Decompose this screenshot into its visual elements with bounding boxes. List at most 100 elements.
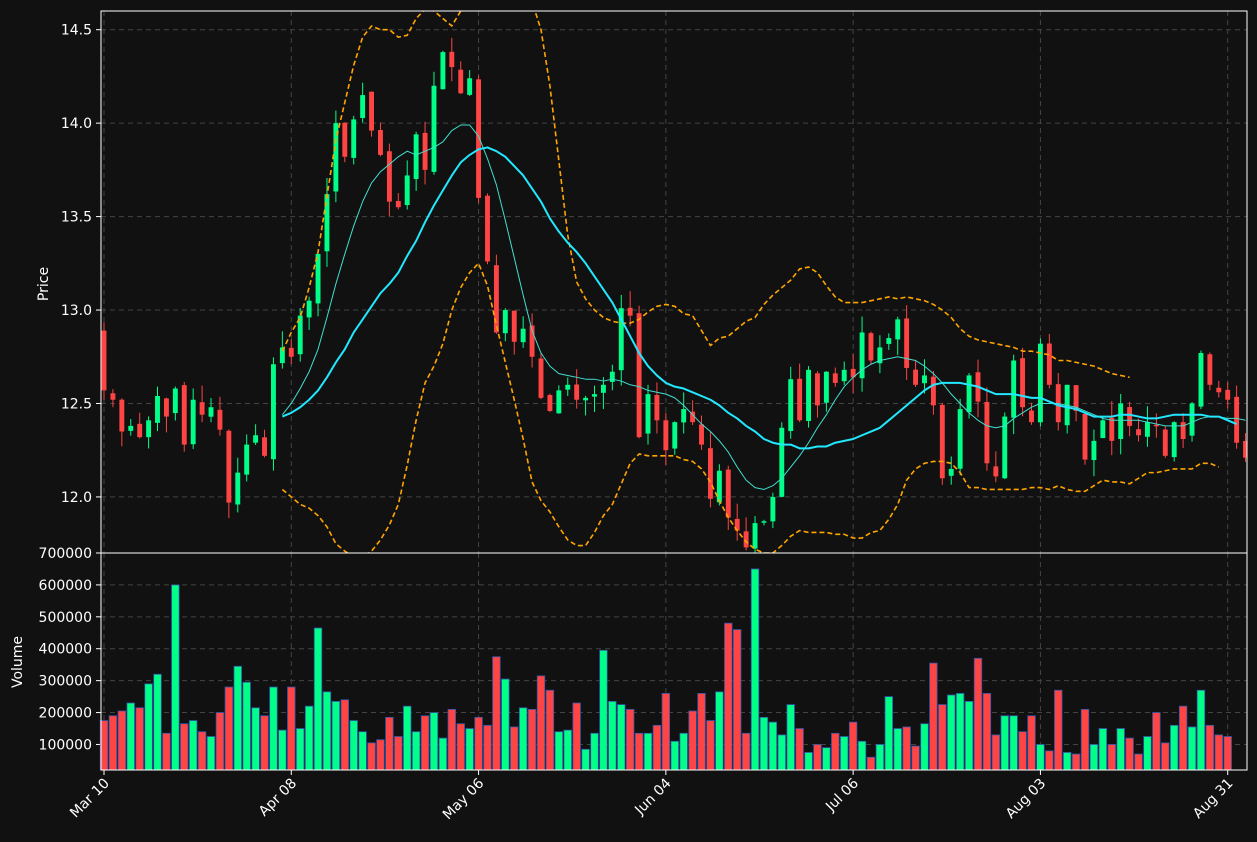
volume-bar xyxy=(1223,736,1232,771)
volume-bar xyxy=(724,622,733,771)
volume-bar xyxy=(420,715,430,771)
volume-bar xyxy=(527,708,537,771)
price-axis-title: Price xyxy=(36,267,52,301)
candle-body xyxy=(752,523,758,549)
candle-body xyxy=(850,368,856,378)
candle-body xyxy=(1243,440,1247,458)
candle-body xyxy=(681,409,687,423)
volume-bar xyxy=(1196,689,1206,771)
volume-bar xyxy=(206,736,216,771)
candle-body xyxy=(413,134,419,180)
volume-bar xyxy=(188,720,198,771)
volume-tick-label: 700000 xyxy=(39,546,92,562)
volume-bar xyxy=(634,732,644,771)
candle-body xyxy=(886,338,892,344)
volume-bar xyxy=(1205,724,1215,771)
candle-body xyxy=(815,373,820,406)
volume-bar xyxy=(171,584,180,771)
candle-body xyxy=(966,375,972,413)
volume-bar xyxy=(902,726,911,771)
candle-body xyxy=(1153,424,1159,427)
volume-bar xyxy=(938,704,947,771)
candle-body xyxy=(1144,422,1150,437)
candle-body xyxy=(119,399,125,432)
volume-tick-label: 100000 xyxy=(39,737,92,753)
volume-bar xyxy=(278,729,287,771)
candle-body xyxy=(859,332,865,379)
candle-body xyxy=(270,364,276,460)
volume-bar xyxy=(991,734,1001,771)
candle-body xyxy=(832,373,838,383)
volume-bar xyxy=(367,742,376,771)
upper-band-line xyxy=(281,11,1130,379)
volume-bar xyxy=(955,693,965,771)
candle-body xyxy=(146,420,152,438)
candle-body xyxy=(984,401,990,464)
lower-band-line xyxy=(281,262,1220,553)
candle-body xyxy=(502,310,508,334)
candle-body xyxy=(574,384,580,400)
candle-body xyxy=(529,325,535,357)
volume-bar xyxy=(153,673,162,771)
candle-body xyxy=(431,85,437,172)
volume-bar xyxy=(1080,708,1090,771)
candle-body xyxy=(1046,343,1052,385)
volume-bar xyxy=(108,715,118,771)
candle-body xyxy=(244,444,250,475)
volume-bar xyxy=(456,723,465,771)
candle-body xyxy=(1082,413,1088,460)
volume-tick-label: 400000 xyxy=(39,642,92,658)
volume-bar xyxy=(581,748,590,771)
candle-body xyxy=(155,396,160,423)
candle-body xyxy=(1109,417,1115,441)
candle-body xyxy=(226,430,232,503)
volume-axis-title: Volume xyxy=(10,636,26,688)
candle-body xyxy=(1037,343,1043,423)
volume-bar xyxy=(403,705,412,771)
volume-bar xyxy=(1089,744,1099,771)
volume-bar xyxy=(786,704,795,771)
candle-body xyxy=(600,384,606,393)
volume-bar xyxy=(1062,752,1072,771)
candle-body xyxy=(1198,353,1204,407)
volume-bar xyxy=(679,732,688,771)
candle-body xyxy=(378,129,383,155)
candle-body xyxy=(993,466,999,477)
volume-bar xyxy=(661,693,671,771)
volume-bar xyxy=(465,728,474,771)
volume-bar xyxy=(224,686,234,771)
volume-bar xyxy=(759,716,769,771)
candle-body xyxy=(181,385,187,445)
volume-bar xyxy=(947,694,956,771)
candle-body xyxy=(163,398,169,417)
volume-bar xyxy=(670,740,679,771)
candle-body xyxy=(904,318,910,368)
volume-bar xyxy=(358,731,367,771)
volume-bar xyxy=(893,728,902,771)
volume-bar xyxy=(126,702,135,771)
candles xyxy=(101,11,1247,553)
candle-body xyxy=(128,425,134,431)
volume-bar xyxy=(233,665,242,771)
candle-body xyxy=(351,119,357,158)
volume-bar xyxy=(706,720,715,771)
volume-bar xyxy=(715,691,724,771)
volume-bar xyxy=(920,723,929,771)
volume-bar xyxy=(197,731,207,771)
volume-tick-label: 300000 xyxy=(39,674,92,690)
candle-body xyxy=(315,253,321,304)
volume-bar xyxy=(831,732,840,771)
candle-body xyxy=(288,347,294,357)
candle-body xyxy=(725,469,731,518)
volume-bar xyxy=(438,737,448,771)
candle-body xyxy=(235,472,241,505)
volume-bar xyxy=(483,724,492,771)
candle-body xyxy=(190,399,196,445)
candle-body xyxy=(556,390,562,414)
volume-bar xyxy=(501,678,510,771)
volume-bar xyxy=(964,700,974,771)
volume-bar xyxy=(652,724,662,771)
candle-body xyxy=(369,91,375,131)
volume-bar xyxy=(590,732,599,771)
volume-bar xyxy=(144,683,153,771)
